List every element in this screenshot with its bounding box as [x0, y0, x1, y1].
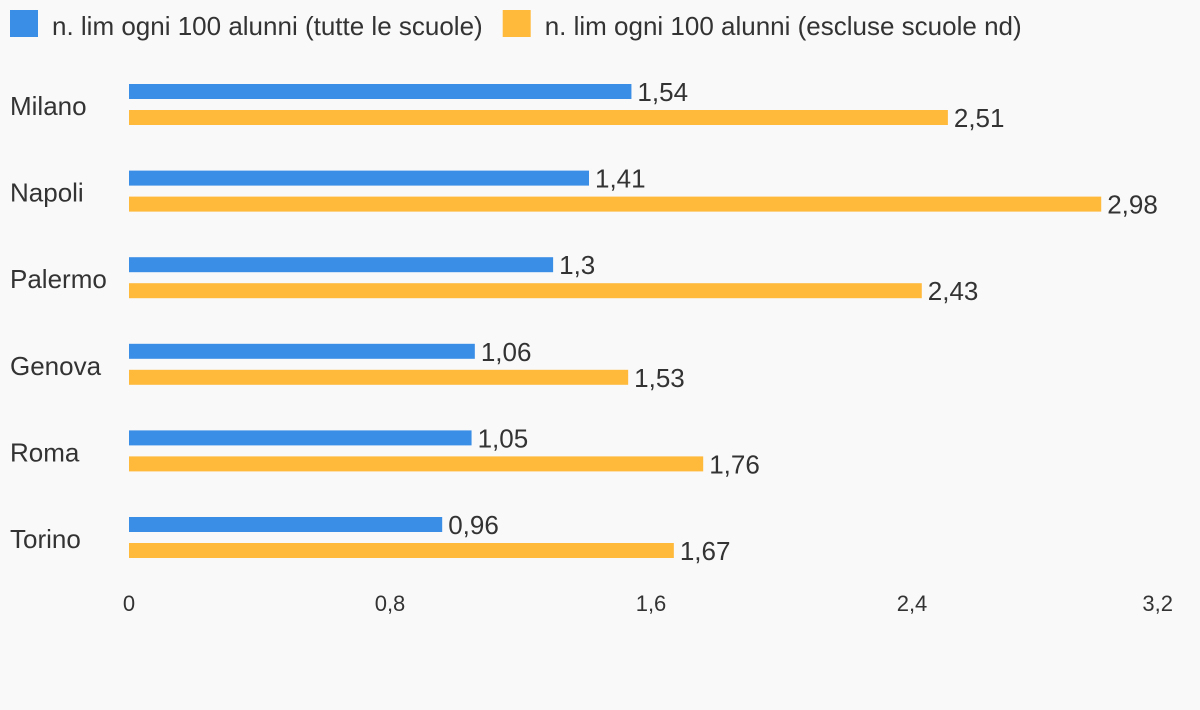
data-label-roma-series-2: 1,76: [709, 449, 760, 479]
data-label-roma-series-1: 1,05: [478, 423, 529, 453]
bar-milano-series-1: [129, 84, 632, 99]
data-label-torino-series-1: 0,96: [448, 510, 499, 540]
bar-milano-series-2: [129, 110, 948, 125]
legend-label-series-1: n. lim ogni 100 alunni (tutte le scuole): [52, 11, 483, 41]
bar-torino-series-2: [129, 543, 674, 558]
x-tick-label: 0: [123, 591, 135, 616]
bar-genova-series-2: [129, 369, 629, 385]
bars: [129, 84, 1102, 558]
legend-swatch-series-1: [10, 10, 38, 37]
data-label-palermo-series-2: 2,43: [928, 276, 979, 306]
data-label-napoli-series-2: 2,98: [1107, 190, 1158, 220]
data-label-milano-series-1: 1,54: [637, 77, 688, 107]
data-label-genova-series-2: 1,53: [634, 363, 685, 393]
legend-swatch-series-2: [502, 10, 531, 37]
x-tick-label: 1,6: [636, 591, 667, 616]
category-label-genova: Genova: [10, 351, 102, 381]
category-label-roma: Roma: [10, 437, 80, 467]
legend: n. lim ogni 100 alunni (tutte le scuole)…: [10, 10, 1022, 41]
bar-palermo-series-1: [129, 257, 554, 273]
category-label-milano: Milano: [10, 91, 87, 121]
x-tick-label: 0,8: [375, 591, 406, 616]
bar-roma-series-1: [129, 430, 472, 446]
data-label-genova-series-1: 1,06: [481, 337, 532, 367]
x-axis: 0 0,8 1,6 2,4 3,2: [123, 591, 1173, 616]
x-tick-label: 3,2: [1142, 591, 1173, 616]
category-labels: Milano Napoli Palermo Genova Roma Torino: [10, 91, 107, 554]
category-label-napoli: Napoli: [10, 178, 84, 208]
bar-roma-series-2: [129, 456, 704, 472]
bar-genova-series-1: [129, 343, 475, 359]
value-labels: 1,54 2,51 1,41 2,98 1,3 2,43 1,06 1,53 1,05 1,76 0…: [448, 77, 1158, 566]
bar-palermo-series-2: [129, 283, 922, 299]
data-label-torino-series-2: 1,67: [680, 536, 731, 566]
category-label-torino: Torino: [10, 524, 81, 554]
data-label-milano-series-2: 2,51: [954, 103, 1005, 133]
legend-label-series-2: n. lim ogni 100 alunni (escluse scuole n…: [545, 11, 1022, 41]
data-label-palermo-series-1: 1,3: [559, 250, 595, 280]
category-label-palermo: Palermo: [10, 264, 107, 294]
bar-napoli-series-2: [129, 196, 1102, 212]
data-label-napoli-series-1: 1,41: [595, 164, 646, 194]
bar-napoli-series-1: [129, 170, 590, 186]
x-tick-label: 2,4: [897, 591, 928, 616]
bar-torino-series-1: [129, 517, 443, 532]
